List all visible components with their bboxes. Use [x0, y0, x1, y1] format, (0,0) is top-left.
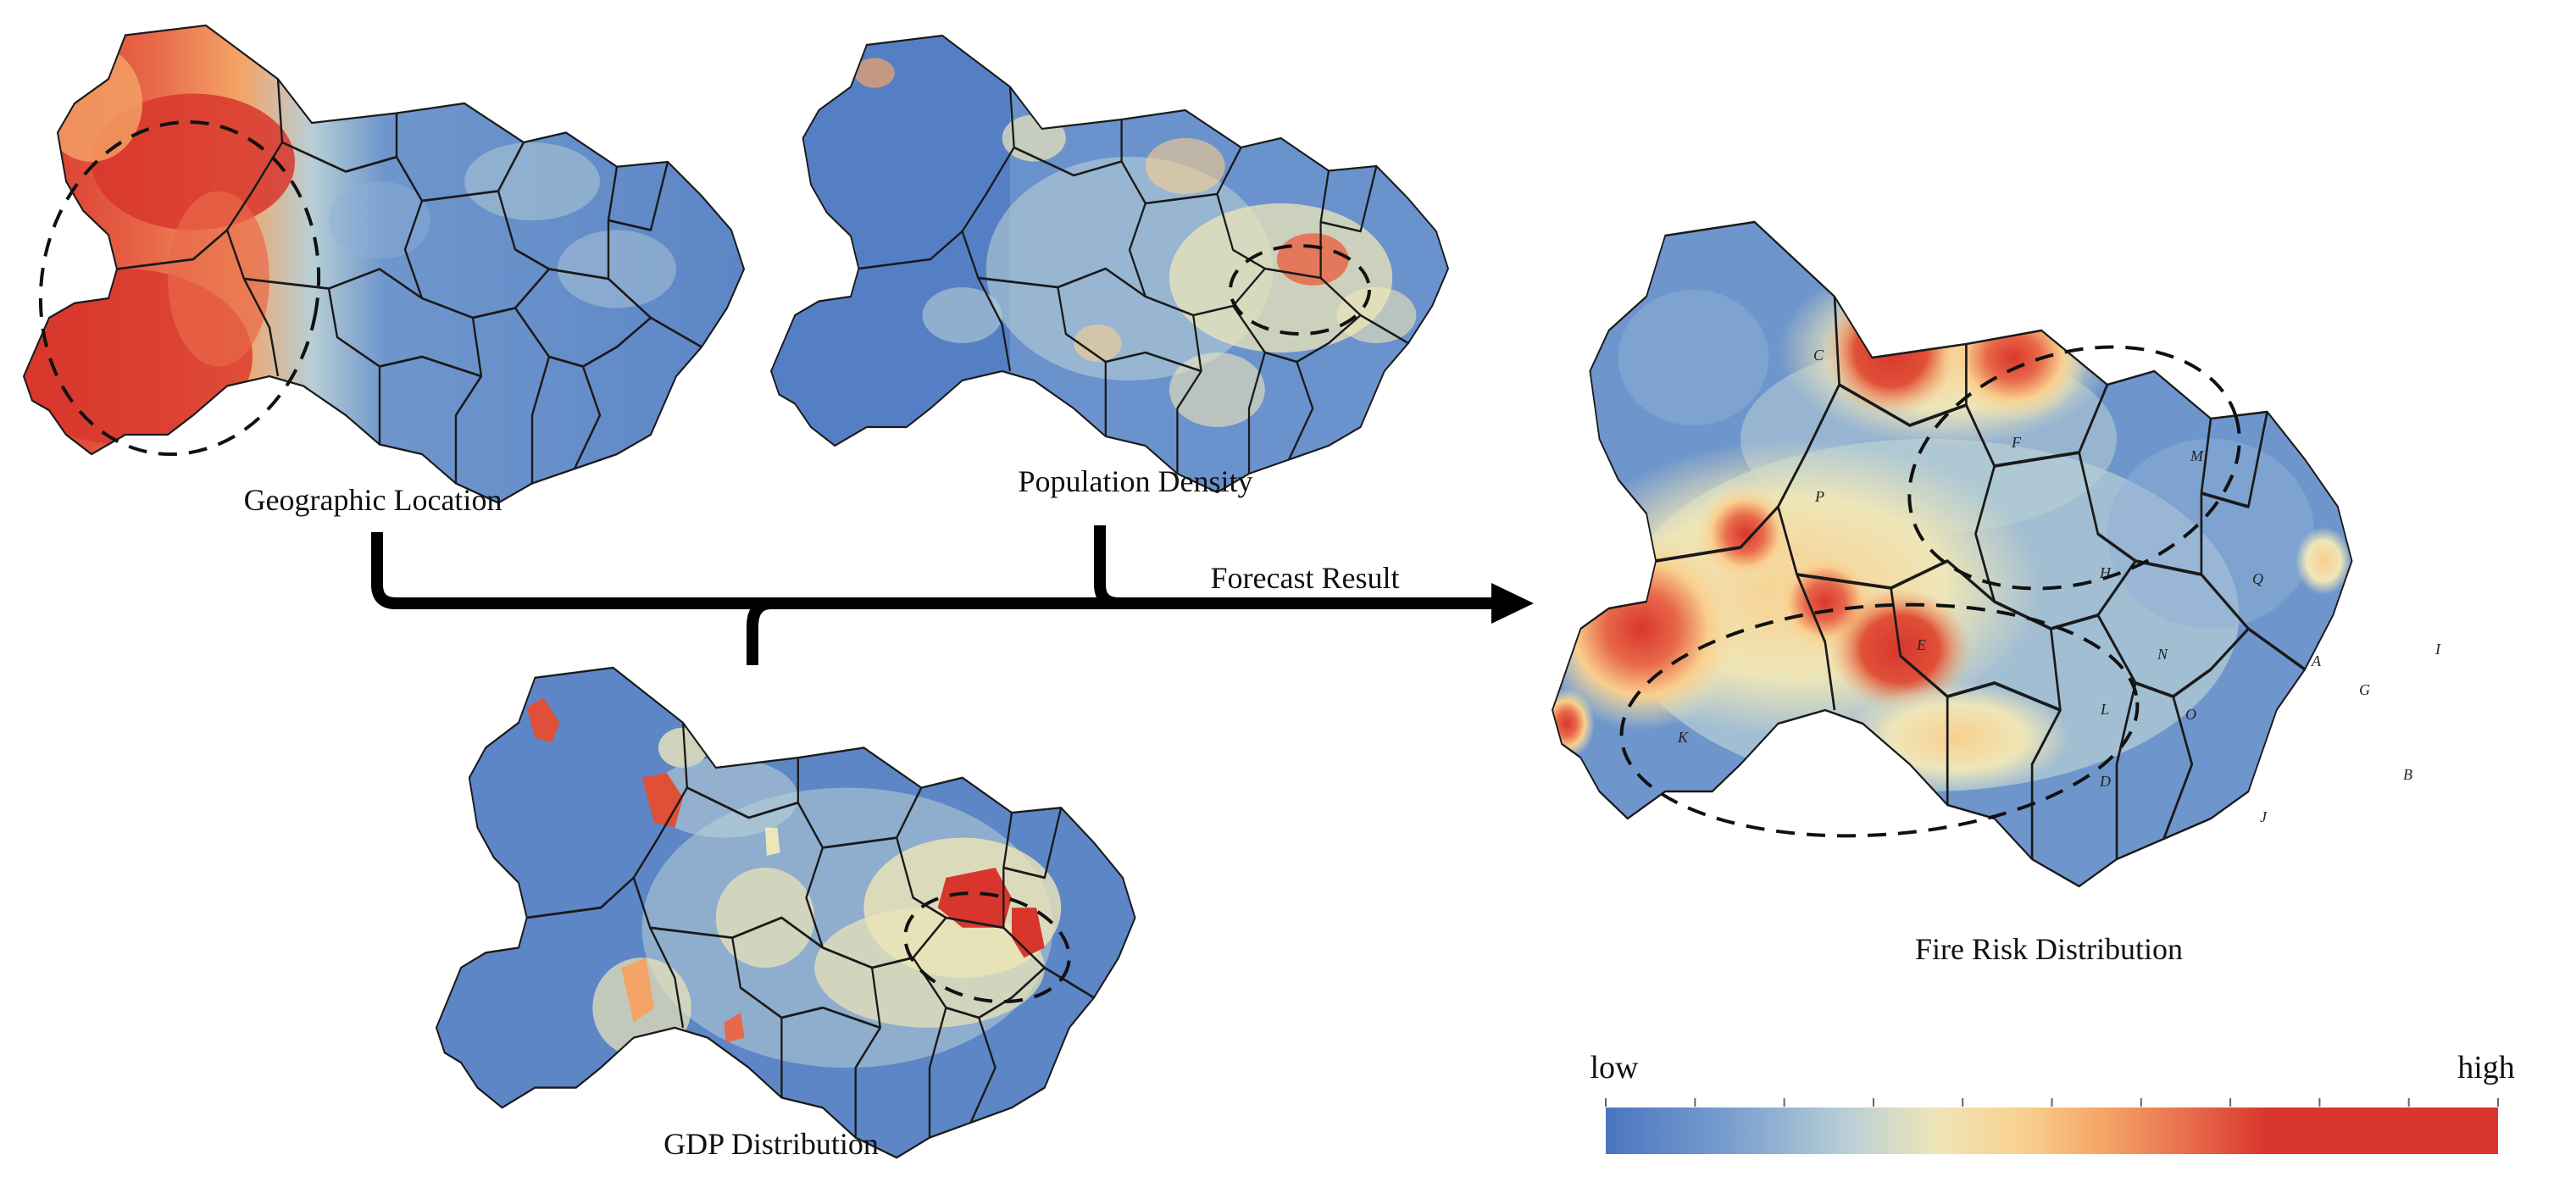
fire-risk-map: [1551, 220, 2353, 888]
legend-ticks: [1605, 1098, 2499, 1107]
legend-color-bar: [1606, 1108, 2498, 1154]
connector-arrow: [371, 525, 1508, 665]
fire-highlight-ellipse-south: [1619, 602, 2140, 838]
region-label: A: [2311, 652, 2322, 669]
region-label: D: [2099, 773, 2111, 790]
fire-highlight-ellipse-north: [1907, 345, 2241, 591]
region-label: N: [2157, 646, 2168, 663]
region-label: L: [2100, 701, 2109, 718]
legend-high-label: high: [2457, 1050, 2515, 1085]
region-label: E: [1916, 636, 1926, 653]
pop-caption: Population Density: [1019, 464, 1253, 498]
region-label: Q: [2252, 570, 2263, 587]
legend-low-label: low: [1591, 1050, 1640, 1085]
region-label: G: [2359, 681, 2370, 698]
gdp-caption: GDP Distribution: [663, 1127, 879, 1161]
gdp-highlight-ellipse: [903, 891, 1071, 1003]
region-label: C: [1813, 347, 1824, 364]
region-label: M: [2190, 447, 2204, 464]
color-legend: low high: [1591, 1050, 2515, 1154]
region-label: F: [2011, 434, 2022, 451]
geo-caption: Geographic Location: [244, 483, 502, 517]
region-label: B: [2403, 766, 2412, 783]
region-label: K: [1677, 729, 1689, 746]
population-density-map: [769, 34, 1450, 494]
arrow-label: Forecast Result: [1211, 561, 1400, 595]
region-label: J: [2260, 808, 2268, 825]
region-label: P: [1814, 488, 1824, 505]
arrow-head: [1491, 583, 1534, 624]
pop-highlight-ellipse: [1229, 244, 1371, 336]
geo-highlight-ellipse: [38, 119, 321, 457]
region-label: O: [2185, 706, 2196, 723]
region-label: I: [2434, 641, 2441, 658]
fire-caption: Fire Risk Distribution: [1915, 932, 2183, 966]
gdp-distribution-map: [435, 666, 1136, 1159]
geographic-location-map: [22, 24, 746, 504]
fire-region-labels: C P F M H Q E N A I K L O G D B J: [1677, 347, 2441, 825]
